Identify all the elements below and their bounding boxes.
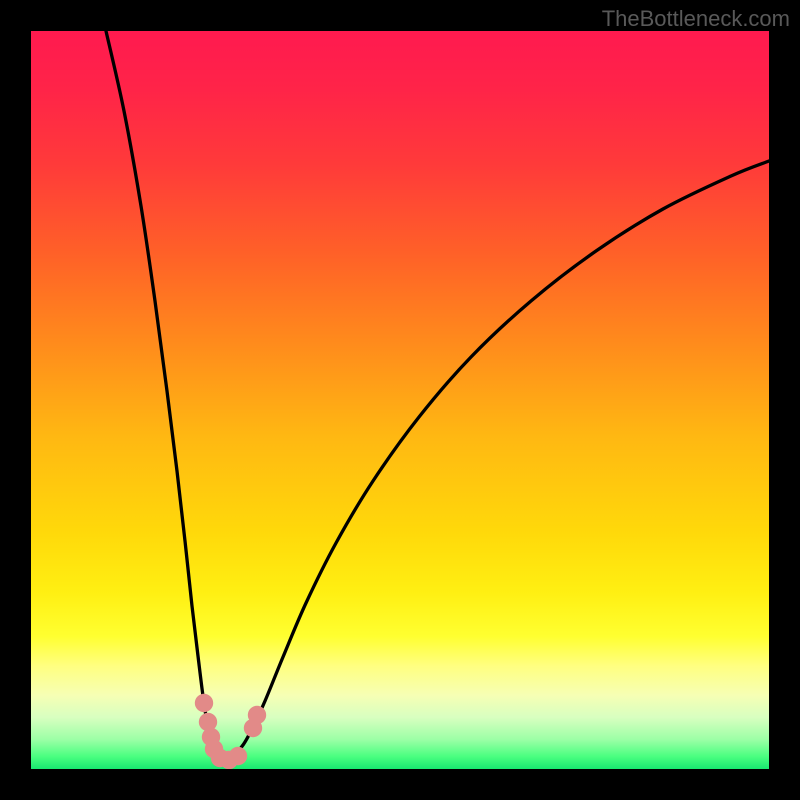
valley-marker-dot xyxy=(229,747,247,765)
curves-layer xyxy=(31,31,769,769)
valley-markers xyxy=(195,694,266,769)
curve-right-branch xyxy=(223,161,769,760)
plot-area xyxy=(31,31,769,769)
curve-left-branch xyxy=(106,31,223,760)
valley-marker-dot xyxy=(195,694,213,712)
chart-root: TheBottleneck.com xyxy=(0,0,800,800)
valley-marker-dot xyxy=(248,706,266,724)
watermark-text: TheBottleneck.com xyxy=(602,6,790,32)
